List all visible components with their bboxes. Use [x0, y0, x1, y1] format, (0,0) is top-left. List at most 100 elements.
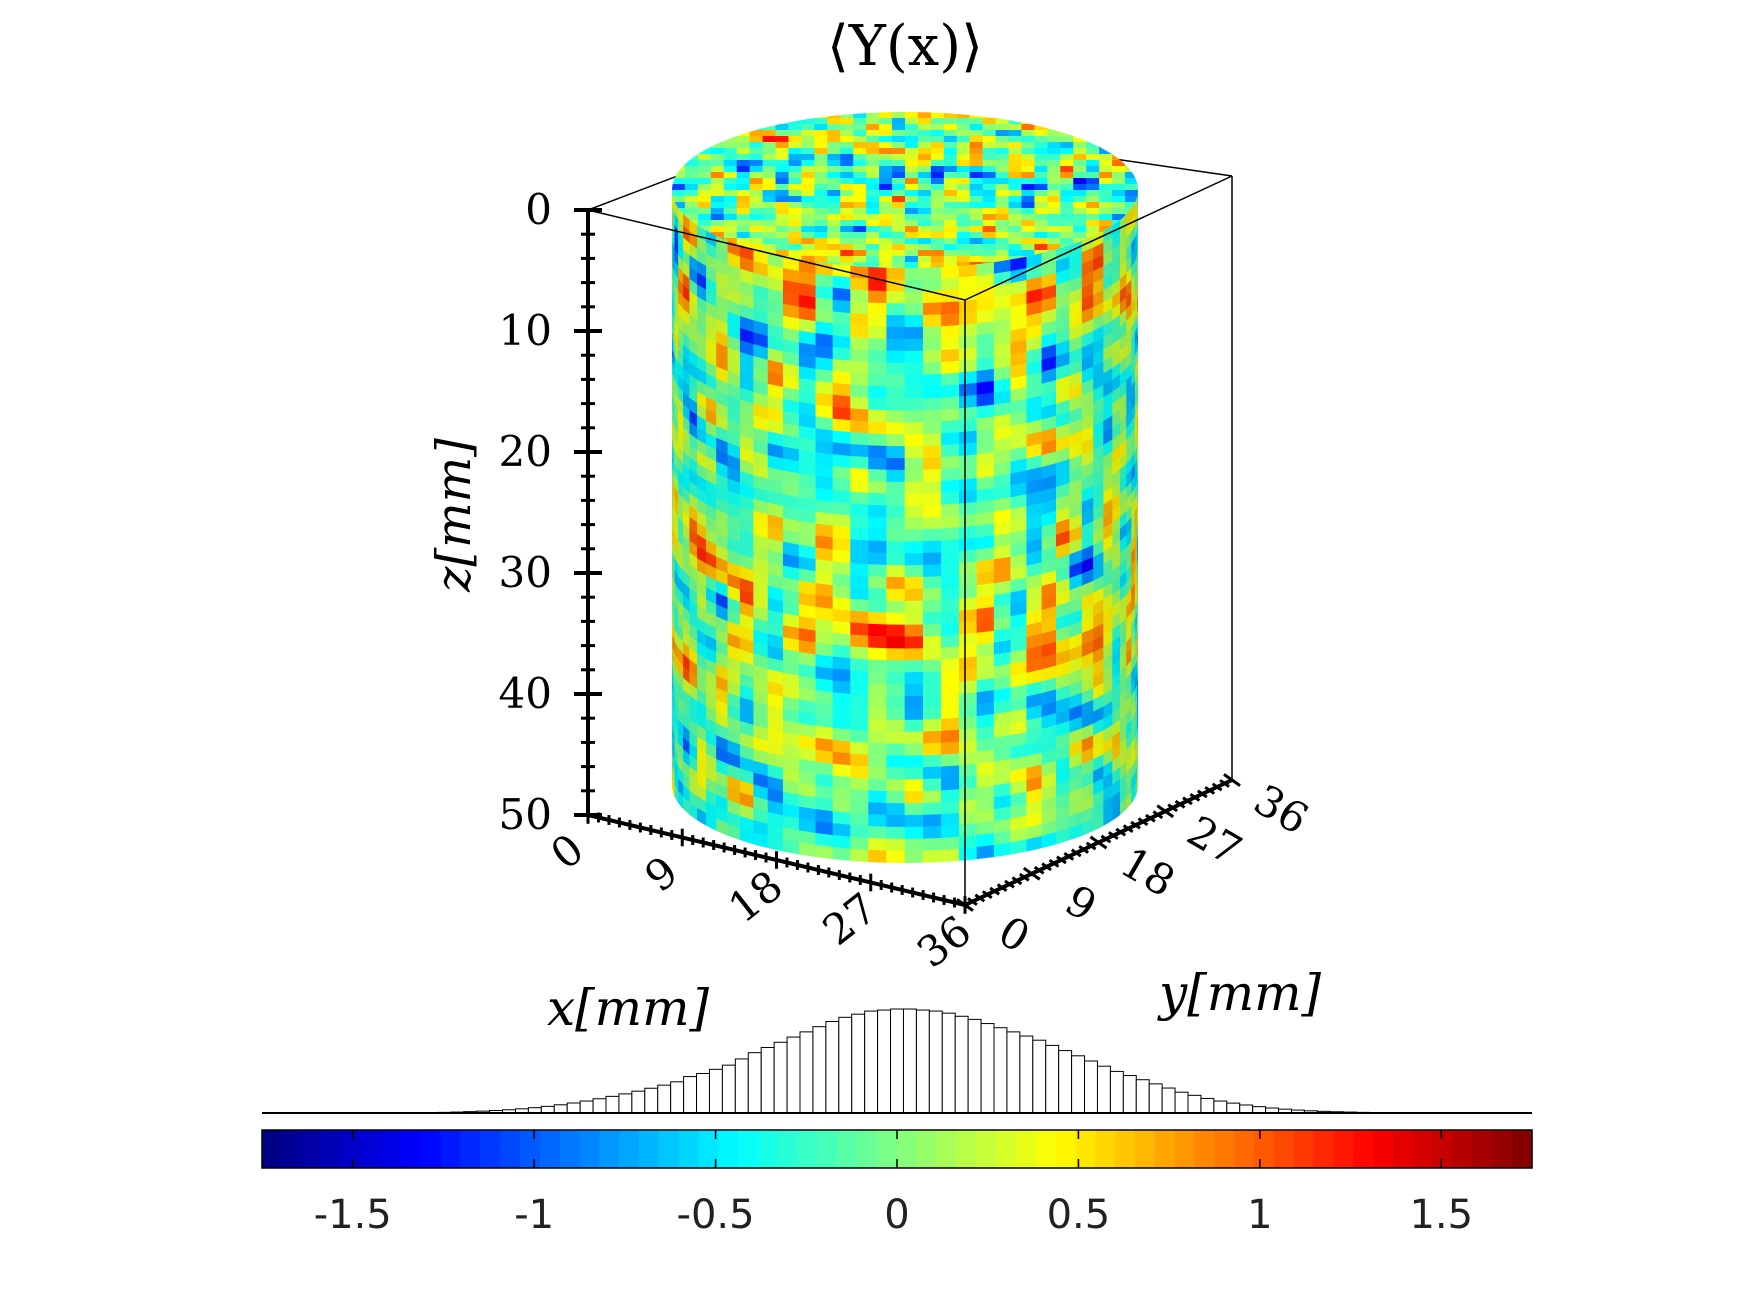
top-cell [956, 196, 971, 203]
top-cell [788, 148, 803, 155]
top-cell [749, 166, 764, 173]
top-cell [995, 124, 1010, 131]
top-cell [684, 172, 699, 179]
top-cell [762, 130, 777, 137]
top-cell [943, 226, 958, 233]
colorbar-segment [1254, 1130, 1275, 1168]
colorbar-segment [678, 1130, 700, 1168]
top-cell [827, 154, 841, 161]
histogram-bar [760, 1046, 775, 1114]
top-cell [956, 118, 971, 125]
top-cell [943, 172, 958, 179]
top-cell [969, 250, 984, 257]
top-cell [956, 124, 971, 131]
top-cell [814, 154, 828, 161]
top-cell [749, 184, 764, 191]
top-cell [697, 160, 712, 167]
colorbar-tick-label: 1 [1247, 1192, 1272, 1238]
top-cell [982, 256, 997, 263]
top-cell [917, 190, 932, 197]
top-cell [917, 154, 932, 161]
colorbar-tick-label: -0.5 [677, 1192, 755, 1238]
top-cell [762, 178, 777, 185]
top-cell [892, 232, 906, 239]
top-cell [672, 118, 686, 125]
histogram-bar [799, 1031, 814, 1114]
top-cell [684, 178, 699, 185]
top-cell [930, 202, 945, 209]
top-cell [1112, 172, 1126, 179]
top-cell [905, 244, 919, 251]
top-cell [892, 172, 906, 179]
top-cell [840, 148, 854, 155]
top-cell [866, 160, 880, 167]
top-cell [956, 160, 971, 167]
top-cell [736, 202, 751, 209]
top-cell [917, 112, 932, 119]
top-cell [905, 232, 919, 239]
top-cell [892, 244, 906, 251]
top-cell [723, 190, 738, 197]
top-cell [723, 178, 738, 185]
histogram-bar [1032, 1039, 1047, 1114]
top-cell [1021, 154, 1036, 161]
top-cell [969, 136, 984, 143]
top-cell [930, 244, 945, 251]
top-cell [672, 202, 686, 209]
top-cell [1060, 160, 1074, 167]
top-cell [736, 208, 751, 215]
histogram-bar [1200, 1097, 1215, 1114]
top-cell [801, 226, 815, 233]
top-cell [995, 220, 1010, 227]
top-cell [814, 238, 828, 245]
top-cell [840, 250, 854, 257]
colorbar-segment [1412, 1130, 1434, 1168]
top-cell [697, 130, 712, 137]
top-cell [969, 160, 984, 167]
histogram-bar [1239, 1104, 1254, 1114]
top-cell [892, 160, 906, 167]
top-cell [956, 130, 971, 137]
top-cell [1112, 136, 1126, 143]
top-cell [956, 250, 971, 257]
top-cell [943, 220, 958, 227]
histogram-bar [1161, 1087, 1176, 1114]
colorbar-segment [579, 1130, 600, 1168]
top-cell [1125, 190, 1138, 197]
top-cell [1086, 226, 1100, 233]
y-tick [1022, 866, 1041, 881]
colorbar-segment [301, 1130, 323, 1168]
top-cell [840, 154, 854, 161]
top-cell [1086, 124, 1100, 131]
colorbar-segment [817, 1130, 839, 1168]
top-cell [995, 142, 1010, 149]
top-cell [943, 160, 958, 167]
top-cell [814, 244, 828, 251]
top-cell [1047, 136, 1061, 143]
histogram-bar [864, 1010, 879, 1114]
top-cell [879, 232, 893, 239]
top-cell [723, 142, 738, 149]
top-cell [892, 226, 906, 233]
top-cell [710, 136, 725, 143]
x-tick-label: 36 [908, 906, 980, 978]
top-cell [788, 232, 803, 239]
top-cell [853, 118, 867, 125]
top-cell [982, 232, 997, 239]
top-cell [749, 124, 764, 131]
top-cell [801, 148, 815, 155]
top-cell [1112, 178, 1126, 185]
histogram-bar [1096, 1065, 1111, 1114]
top-cell [956, 136, 971, 143]
top-cell [969, 178, 984, 185]
colorbar-segment [539, 1130, 561, 1168]
top-cell [1008, 172, 1023, 179]
top-cell [956, 166, 971, 173]
top-cell [684, 190, 699, 197]
cylinder-top-surface [672, 112, 1138, 268]
top-cell [840, 142, 854, 149]
top-cell [710, 124, 725, 131]
top-cell [1008, 190, 1023, 197]
top-cell [814, 232, 828, 239]
top-cell [853, 250, 867, 257]
